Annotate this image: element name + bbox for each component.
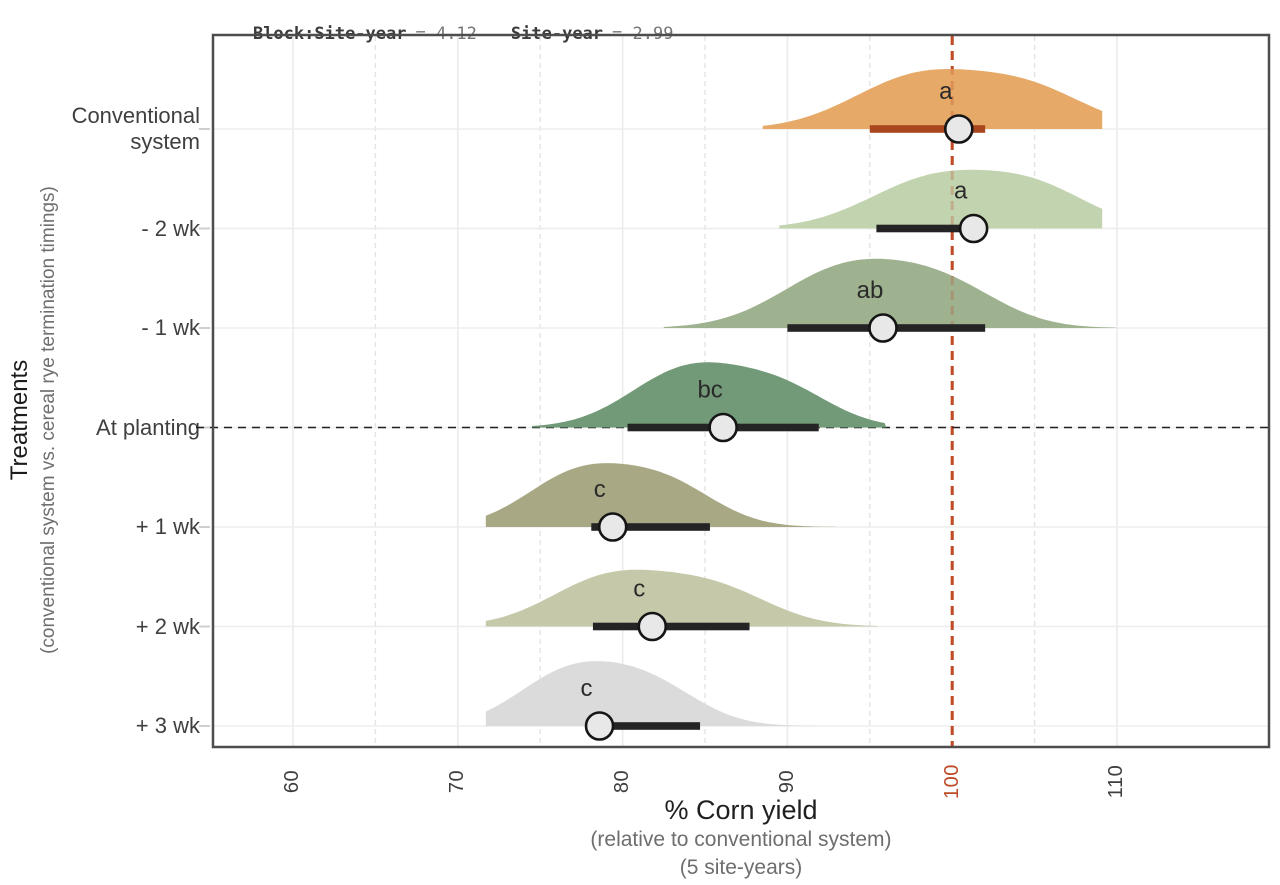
median-point [584,711,615,741]
treatment-label: - 2 wk [141,215,200,241]
x-axis-subtitle-2: (5 site-years) [679,856,803,879]
median-point [708,412,738,443]
x-axis-title: % Corn yield [664,795,818,825]
density-ridge [762,69,1103,129]
density-ridge [532,362,887,428]
significance-letter: a [939,78,953,105]
significance-letter: ab [857,277,884,304]
treatment-label: At planting [96,414,200,440]
median-point [637,611,668,642]
plot-border [211,33,1271,749]
density-ridge [779,169,1103,229]
median-point [943,114,974,144]
median-point [958,213,989,244]
significance-letter: bc [697,377,722,404]
median-point [868,313,898,343]
significance-letter: a [954,178,968,205]
density-ridge [485,661,813,726]
credible-interval-bar [869,125,986,133]
treatment-label: + 1 wk [135,514,200,539]
x-axis-subtitle-1: (relative to conventional system) [590,828,892,851]
plot-area: a a ab bc c c c [196,33,1271,749]
significance-letter: c [581,675,593,702]
density-ridge [485,569,878,627]
treatment-label: - 1 wk [141,315,200,340]
x-tick-label: 110 [1105,764,1128,798]
credible-interval-bar [876,224,969,233]
treatment-label: Conventional system [71,103,200,154]
treatment-label: + 2 wk [135,613,200,639]
density-ridge [485,463,837,527]
density-ridge [663,258,1117,328]
median-point [597,512,628,542]
significance-letter: c [594,476,606,503]
treatment-label: + 3 wk [135,713,200,738]
credible-interval-bar [592,622,750,631]
x-tick-label: 60 [281,769,304,793]
credible-interval-bar [591,523,710,531]
significance-letter: c [633,576,645,603]
credible-interval-bar [599,722,701,730]
ridgeline-chart: a a ab bc c c c [196,33,1271,749]
